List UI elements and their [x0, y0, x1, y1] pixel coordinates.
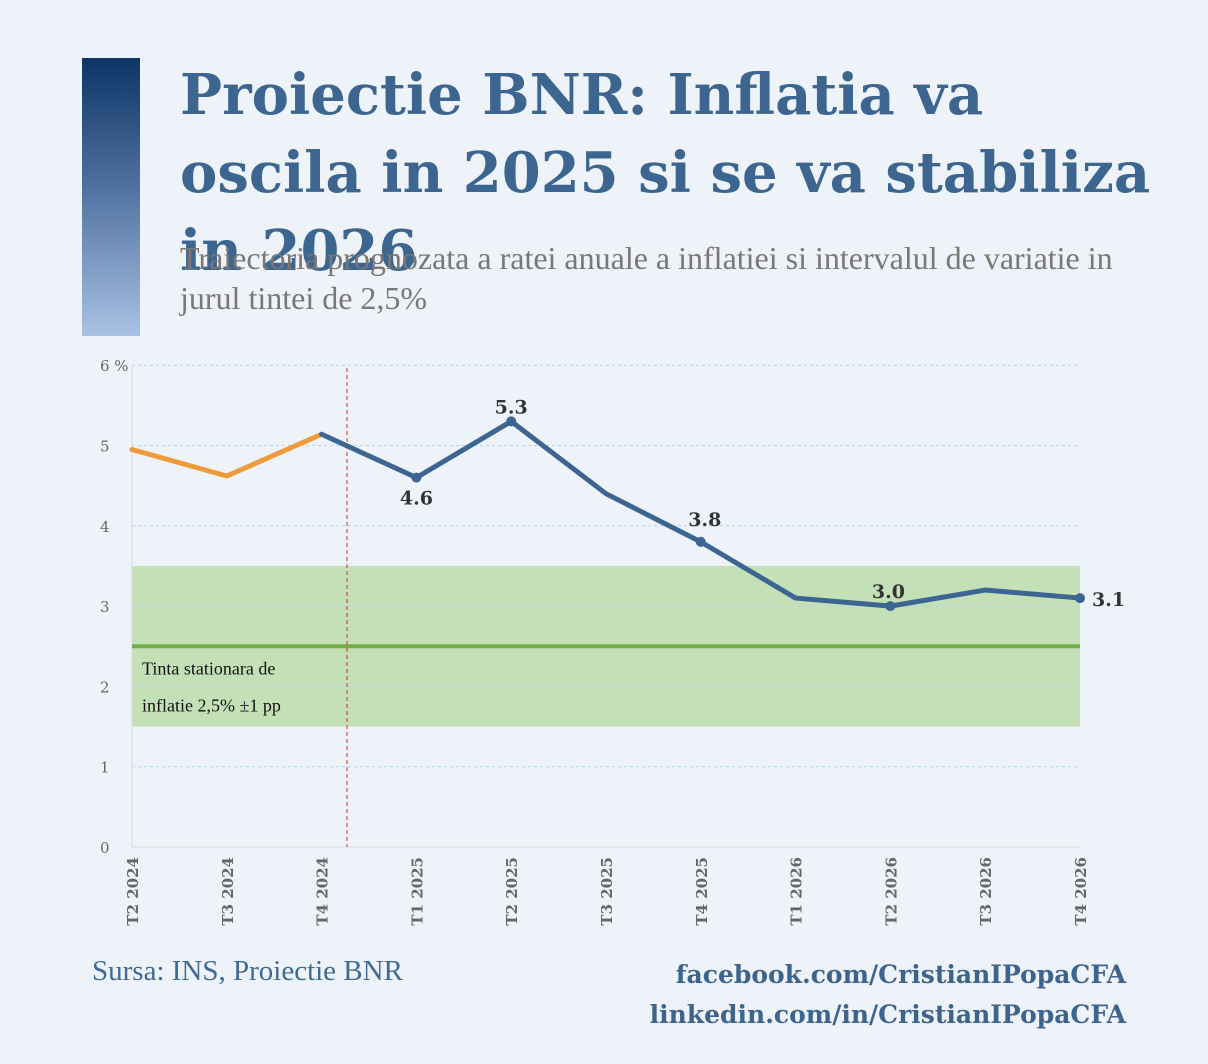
x-tick-label: T4 2024 — [314, 857, 332, 926]
y-tick-label: 6 % — [100, 357, 129, 375]
data-label: 5.3 — [495, 396, 528, 418]
y-tick-label: 2 — [100, 678, 110, 696]
y-tick-label: 0 — [100, 839, 110, 857]
x-tick-label: T3 2025 — [598, 857, 616, 926]
data-marker — [885, 601, 896, 612]
y-tick-label: 5 — [100, 438, 110, 456]
x-tick-label: T4 2026 — [1072, 857, 1090, 926]
data-marker — [411, 472, 422, 483]
x-tick-label: T2 2025 — [503, 857, 521, 926]
linkedin-link[interactable]: linkedin.com/in/CristianIPopaCFA — [649, 1000, 1126, 1029]
source-note: Sursa: INS, Proiectie BNR — [92, 955, 403, 987]
x-tick-label: T2 2024 — [124, 857, 142, 926]
chart-title: Proiectie BNR: Inflatia va oscila in 202… — [180, 62, 1151, 284]
chart-subtitle: Traiectoria prognozata a ratei anuale a … — [180, 240, 1113, 316]
accent-bar — [82, 58, 140, 336]
band-label: inflatie 2,5% ±1 pp — [142, 695, 281, 715]
x-tick-label: T3 2024 — [219, 857, 237, 926]
y-tick-label: 3 — [100, 598, 110, 616]
data-marker — [695, 536, 706, 547]
x-tick-label: T1 2025 — [408, 857, 426, 926]
data-label: 3.0 — [872, 581, 905, 603]
social-links: facebook.com/CristianIPopaCFA linkedin.c… — [650, 955, 1126, 1035]
y-tick-label: 4 — [100, 518, 110, 536]
band-label: Tinta stationara de — [142, 658, 275, 678]
data-marker — [506, 416, 517, 427]
x-tick-label: T3 2026 — [977, 857, 995, 926]
x-tick-label: T1 2026 — [788, 857, 806, 926]
y-tick-label: 1 — [100, 759, 110, 777]
data-label: 4.6 — [400, 488, 433, 510]
data-label: 3.8 — [688, 509, 721, 531]
facebook-link[interactable]: facebook.com/CristianIPopaCFA — [675, 960, 1126, 989]
data-marker — [1075, 593, 1085, 604]
x-tick-label: T2 2026 — [882, 857, 900, 926]
historical-line — [129, 431, 325, 479]
data-label: 3.1 — [1092, 589, 1125, 611]
x-tick-label: T4 2025 — [693, 857, 711, 926]
